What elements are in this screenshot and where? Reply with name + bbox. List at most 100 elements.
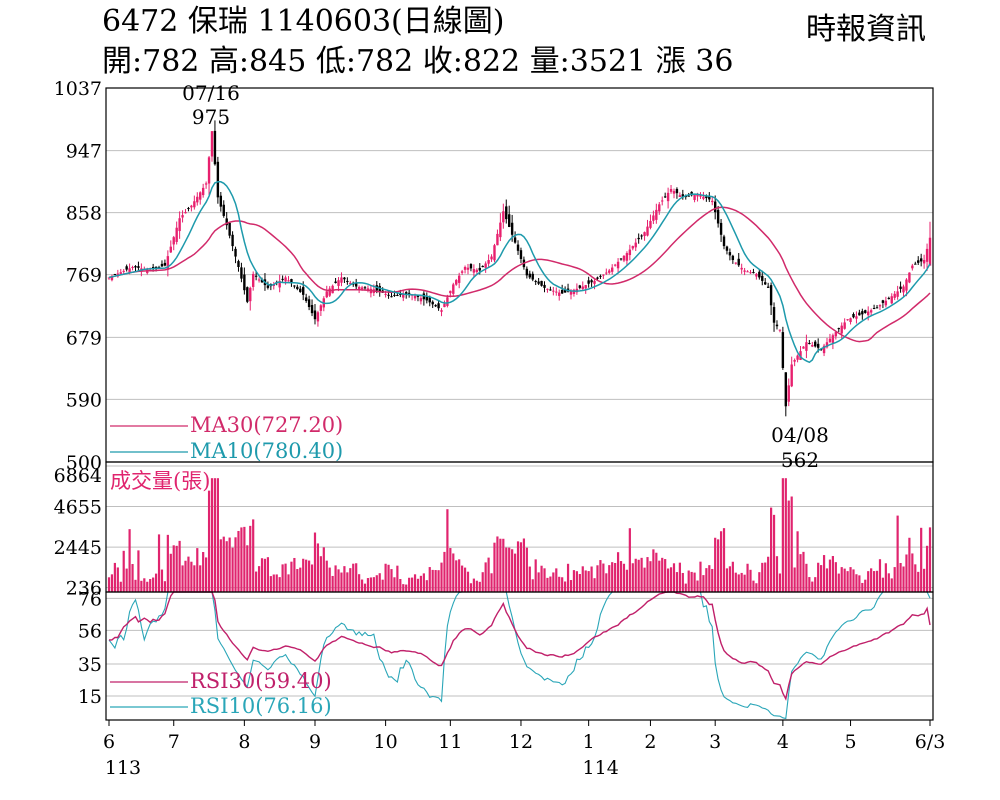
candle-body <box>560 290 564 294</box>
panel-frames <box>105 87 934 721</box>
candle-body <box>163 262 167 266</box>
candle-body <box>867 311 870 316</box>
volume-label: 量:3521 <box>529 44 647 79</box>
candle-body <box>578 285 582 288</box>
candle-body <box>905 279 908 291</box>
volume-bar <box>725 568 729 592</box>
volume-bar <box>843 568 846 592</box>
volume-bar <box>822 555 826 592</box>
candle-body <box>266 285 270 288</box>
volume-bar <box>466 571 470 592</box>
ma30-line <box>108 206 931 343</box>
volume-bar <box>231 547 234 592</box>
volume-bar <box>793 567 796 592</box>
candle-body <box>134 266 137 268</box>
volume-bar <box>528 566 531 592</box>
candle-body <box>616 261 620 269</box>
volume-bar <box>190 561 193 592</box>
volume-bar <box>852 569 855 592</box>
candle-body <box>928 237 932 266</box>
candle-body <box>914 263 917 265</box>
volume-bar <box>246 545 249 592</box>
candle-body <box>237 261 240 267</box>
volume-bar <box>113 562 116 592</box>
volume-bar <box>655 552 658 592</box>
candle-body <box>178 218 181 232</box>
volume-bars <box>107 478 932 592</box>
candle-body <box>243 274 246 291</box>
volume-bar <box>737 574 740 592</box>
volume-bar <box>278 577 281 592</box>
volume-bar <box>487 557 490 592</box>
candle-body <box>284 277 287 282</box>
volume-bar <box>705 568 708 592</box>
volume-bar <box>887 573 890 592</box>
candle-body <box>307 299 311 308</box>
volume-bar <box>761 562 764 592</box>
candle-body <box>510 222 514 235</box>
volume-bar <box>802 551 805 592</box>
volume-tick-label: 2445 <box>54 537 102 559</box>
rsi-tick-label: 15 <box>78 686 102 708</box>
volume-bar <box>455 560 458 592</box>
rsi10-line <box>108 591 931 720</box>
volume-bar <box>334 565 337 592</box>
rsi-tick-label: 35 <box>78 654 102 676</box>
volume-bar <box>864 579 867 592</box>
candle-body <box>493 245 496 261</box>
axis-labels: 1037947858769679590500686446552445236765… <box>54 78 946 779</box>
volume-bar <box>222 536 225 592</box>
candle-body <box>210 131 214 157</box>
volume-bar <box>440 562 443 592</box>
volume-bar <box>608 565 611 592</box>
candle-body <box>107 277 111 279</box>
candle-body <box>787 385 790 402</box>
volume-bar <box>914 564 917 592</box>
candle-body <box>864 310 867 313</box>
volume-bar <box>237 530 240 592</box>
volume-bar <box>687 570 690 592</box>
volume-bar <box>516 541 520 592</box>
volume-bar <box>322 547 325 592</box>
volume-bar <box>681 572 684 592</box>
candle-body <box>240 267 243 279</box>
candle-body <box>537 281 540 284</box>
volume-bar <box>719 531 723 592</box>
volume-bar <box>443 551 446 592</box>
candle-body <box>487 260 490 264</box>
volume-bar <box>502 538 505 592</box>
volume-bar <box>125 568 128 592</box>
volume-bar <box>587 571 590 592</box>
rsi10-legend-label: RSI10(76.16) <box>190 694 332 718</box>
volume-bar <box>790 496 793 592</box>
volume-bar <box>302 558 305 592</box>
candle-body <box>602 274 605 276</box>
volume-bar <box>775 556 779 592</box>
candle-body <box>496 233 499 246</box>
volume-bar <box>543 568 546 592</box>
volume-bar <box>631 563 634 592</box>
candle-body <box>528 273 531 278</box>
candle-body <box>478 267 481 271</box>
volume-bar <box>625 569 629 592</box>
high-date-annotation: 07/16 <box>182 81 240 105</box>
volume-bar <box>149 579 152 592</box>
candle-body <box>457 275 461 283</box>
candle-body <box>584 285 587 289</box>
volume-bar <box>805 563 808 592</box>
candle-body <box>319 305 323 311</box>
candle-body <box>708 195 711 200</box>
volume-bar <box>661 557 664 592</box>
volume-bar <box>796 531 799 592</box>
candle-body <box>396 294 399 296</box>
volume-bar <box>649 561 652 592</box>
candle-body <box>405 292 408 294</box>
volume-bar <box>593 578 596 592</box>
volume-bar <box>413 574 417 592</box>
volume-bar <box>408 577 411 592</box>
candle-body <box>872 308 876 310</box>
volume-bar <box>493 542 496 592</box>
volume-bar <box>764 562 767 592</box>
volume-bar <box>614 563 617 592</box>
